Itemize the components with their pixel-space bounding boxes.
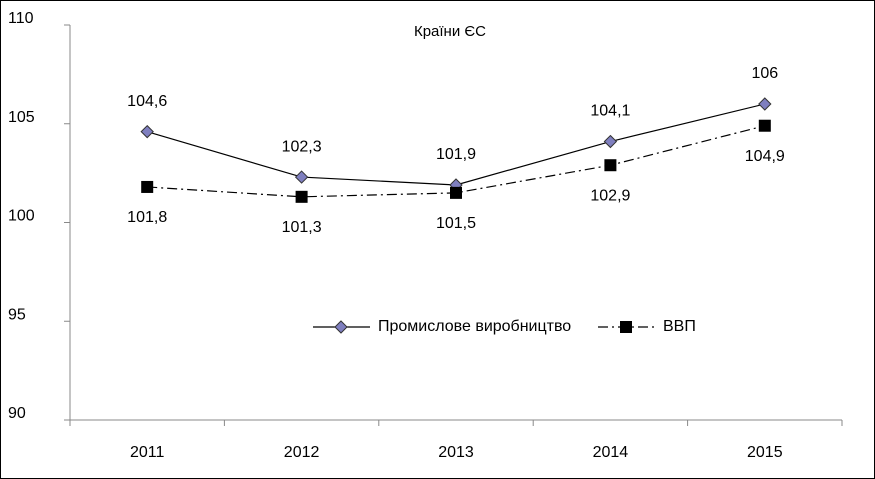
data-label: 101,8	[127, 209, 167, 226]
data-label: 104,1	[590, 103, 630, 120]
data-point	[603, 134, 618, 149]
legend-label: Промислове виробництво	[378, 318, 571, 335]
data-point	[758, 97, 772, 111]
x-tick-label: 2011	[130, 444, 165, 461]
data-point	[758, 119, 771, 132]
chart-title: Країни ЄС	[414, 23, 486, 40]
x-tick-label: 2015	[747, 444, 783, 461]
legend-marker	[334, 320, 348, 334]
x-tick-label: 2014	[593, 444, 629, 461]
x-tick-label: 2012	[284, 444, 320, 461]
y-tick-label: 110	[8, 10, 34, 27]
legend-label: ВВП	[663, 318, 696, 335]
data-point	[450, 186, 462, 199]
legend-marker	[620, 321, 632, 333]
data-point	[604, 159, 617, 172]
data-label: 104,9	[745, 148, 785, 165]
data-point	[294, 170, 309, 184]
y-tick-label: 105	[8, 109, 35, 126]
x-tick-label: 2013	[438, 444, 474, 461]
data-label: 104,6	[127, 93, 167, 110]
data-label: 102,9	[590, 187, 630, 204]
y-tick-label: 90	[8, 405, 26, 422]
data-label: 102,3	[282, 138, 322, 155]
data-label: 106	[751, 65, 778, 82]
data-label: 101,9	[436, 146, 476, 163]
data-point	[295, 190, 308, 203]
data-label: 101,5	[436, 215, 476, 232]
data-point	[141, 180, 154, 193]
data-label: 101,3	[282, 219, 322, 236]
y-tick-label: 95	[8, 306, 26, 323]
y-tick-label: 100	[8, 208, 35, 225]
data-point	[140, 124, 154, 139]
